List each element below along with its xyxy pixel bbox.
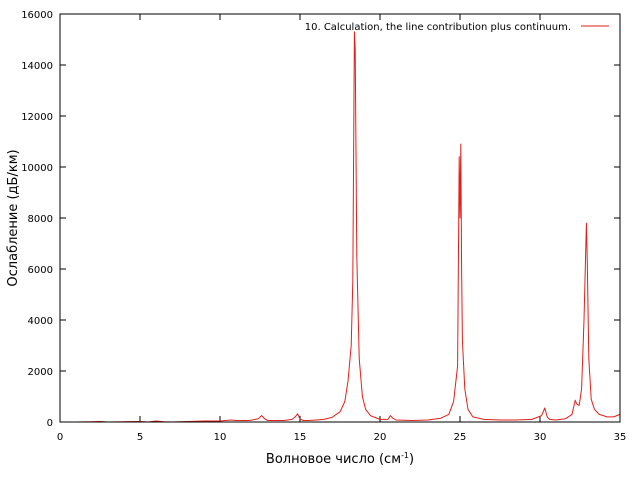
y-tick-label: 10000 [21,163,53,174]
y-tick-label: 6000 [28,265,53,276]
y-tick-label: 0 [47,418,53,429]
series-line [68,31,621,423]
x-axis-label-main: Волновое число (см [266,452,401,467]
y-tick-label: 12000 [21,112,53,123]
plot-frame [59,13,621,423]
y-tick-label: 2000 [28,367,53,378]
legend: 10. Calculation, the line contribution p… [305,22,609,33]
x-tick-label: 15 [294,432,307,443]
x-tick-label: 20 [374,432,387,443]
x-tick-label: 0 [57,432,63,443]
x-tick-labels: 0 5 10 15 20 25 30 35 [57,432,627,443]
y-axis-label: Ослабление (дБ/км) [6,149,21,286]
x-tick-label: 10 [214,432,227,443]
x-axis-label-sup: -1 [401,451,409,460]
y-tick-label: 14000 [21,61,53,72]
x-tick-label: 35 [614,432,627,443]
y-tick-label: 4000 [28,316,53,327]
axis-ticks [59,13,621,423]
y-tick-labels: 0 2000 4000 6000 8000 10000 12000 14000 16000 [21,10,53,429]
x-tick-label: 5 [137,432,143,443]
x-tick-label: 30 [534,432,547,443]
x-tick-label: 25 [454,432,467,443]
x-axis-label-suffix: ) [409,452,414,467]
y-tick-label: 16000 [21,10,53,21]
legend-label: 10. Calculation, the line contribution p… [305,22,571,33]
y-tick-label: 8000 [28,214,53,225]
x-axis-label: Волновое число (см-1) [266,451,414,467]
